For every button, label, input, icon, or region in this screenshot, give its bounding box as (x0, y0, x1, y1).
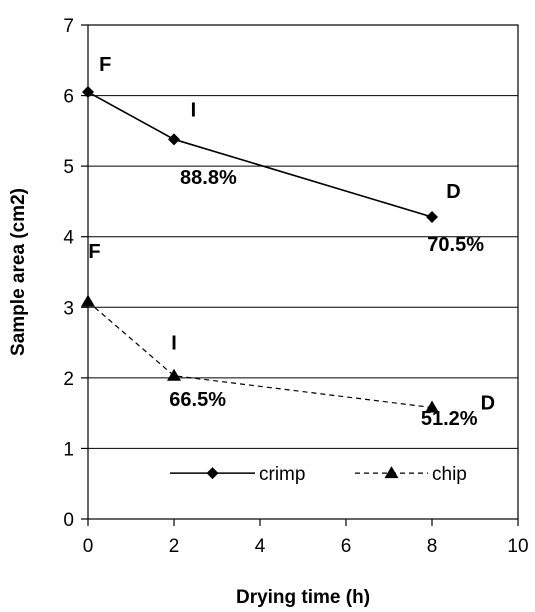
x-tick-label-2: 2 (169, 536, 180, 557)
legend-label-crimp: crimp (259, 464, 305, 485)
point-crimp-0 (82, 86, 94, 99)
x-axis-ticks: 0 2 4 6 8 10 (83, 519, 529, 557)
y-tick-label-3: 3 (63, 298, 74, 319)
x-axis-title: Drying time (h) (236, 587, 370, 608)
x-tick-label-6: 6 (341, 536, 352, 557)
annotation-0: F (99, 54, 111, 76)
annotation-9: 51.2% (421, 408, 478, 430)
y-tick-label-6: 6 (63, 87, 74, 108)
legend-marker-crimp (206, 467, 219, 480)
y-tick-label-1: 1 (63, 439, 74, 460)
series-line-chip (87, 301, 433, 409)
y-tick-label-0: 0 (63, 510, 74, 531)
y-tick-label-4: 4 (63, 228, 74, 249)
annotation-3: D (446, 181, 460, 203)
series-line-crimp (87, 91, 433, 218)
annotation-7: 66.5% (169, 389, 226, 411)
y-axis-title: Sample area (cm2) (8, 188, 29, 356)
point-chip-2 (425, 400, 439, 413)
x-tick-label-0: 0 (83, 536, 94, 557)
point-chip-1 (167, 368, 181, 381)
legend: crimp chip (170, 464, 467, 485)
series-crimp (82, 86, 438, 223)
annotation-6: I (171, 333, 177, 355)
legend-label-chip: chip (432, 464, 467, 485)
x-tick-label-4: 4 (255, 536, 266, 557)
y-axis-ticks: 0 1 2 3 4 5 6 7 (63, 16, 88, 531)
annotation-5: F (88, 241, 100, 263)
annotation-2: 88.8% (180, 167, 237, 189)
annotation-8: D (481, 393, 495, 415)
legend-item-chip: chip (355, 464, 467, 485)
plot-area (87, 24, 519, 520)
x-tick-label-8: 8 (427, 536, 438, 557)
annotation-4: 70.5% (427, 234, 484, 256)
point-crimp-2 (426, 210, 438, 223)
legend-item-crimp: crimp (170, 464, 305, 485)
x-tick-label-10: 10 (507, 536, 528, 557)
y-tick-label-7: 7 (63, 16, 74, 37)
series-chip (81, 294, 439, 413)
point-chip-0 (81, 294, 95, 307)
grid-lines (88, 95, 518, 449)
y-tick-label-2: 2 (63, 369, 74, 390)
annotation-1: I (191, 100, 197, 122)
y-tick-label-5: 5 (63, 157, 74, 178)
point-crimp-1 (168, 133, 180, 146)
legend-marker-chip (384, 466, 399, 479)
series-group (81, 86, 439, 413)
